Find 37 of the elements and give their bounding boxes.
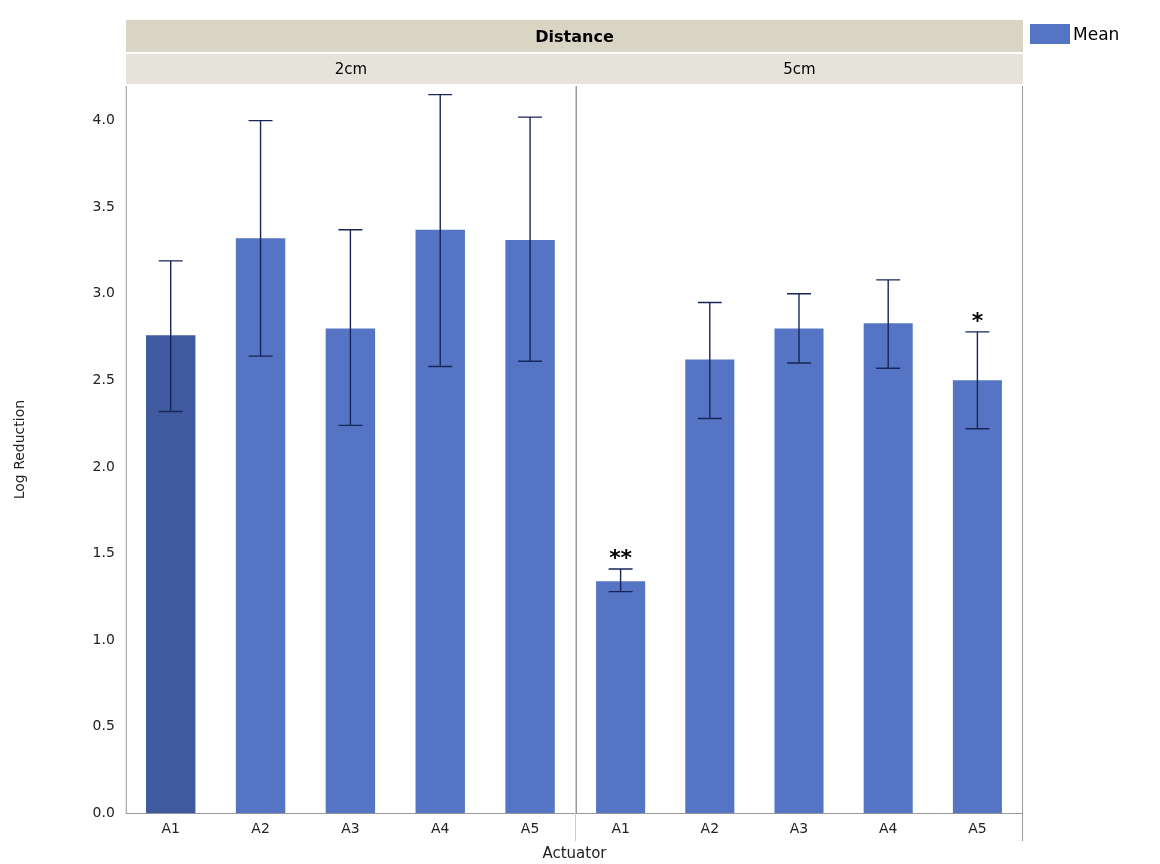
x-tick-label: A2 [251, 820, 270, 837]
x-tick-label: A4 [878, 820, 898, 837]
y-tick-label: 1.0 [92, 630, 115, 647]
bar [596, 581, 646, 814]
bar [146, 335, 196, 814]
annotation: * [971, 307, 984, 333]
bar [952, 380, 1002, 814]
y-tick-label: 0.0 [92, 803, 115, 820]
y-tick-label: 3.0 [92, 284, 115, 301]
bar [685, 359, 735, 814]
x-tick-label: A1 [611, 820, 630, 837]
bar [505, 240, 555, 814]
legend-label: Mean [1073, 24, 1120, 44]
chart-title: 2cm [126, 54, 577, 84]
y-tick-label: 2.5 [92, 370, 115, 387]
text: Distance [126, 20, 1023, 52]
x-tick-label: A5 [968, 820, 987, 837]
x-tick-label: A2 [700, 820, 720, 837]
annotation: ** [609, 545, 633, 571]
x-tick-label: A5 [520, 820, 540, 837]
y-tick-label: 4.0 [92, 111, 115, 128]
bar [235, 238, 286, 814]
y-tick-label: 1.5 [92, 544, 115, 561]
x-tick-label: A1 [161, 820, 180, 837]
y-axis-title: Log Reduction [11, 399, 28, 500]
x-tick-label: A3 [341, 820, 360, 837]
chart-title: 5cm [576, 54, 1023, 84]
bar [415, 229, 465, 814]
bar [863, 323, 913, 814]
x-axis-title: Actuator [541, 844, 608, 862]
bar [325, 328, 376, 814]
y-tick-label: 0.5 [92, 717, 115, 734]
x-tick-label: A4 [431, 820, 450, 837]
bar [774, 328, 824, 814]
x-tick-label: A3 [789, 820, 809, 837]
y-tick-label: 3.5 [92, 197, 115, 214]
y-tick-label: 2.0 [92, 457, 115, 474]
